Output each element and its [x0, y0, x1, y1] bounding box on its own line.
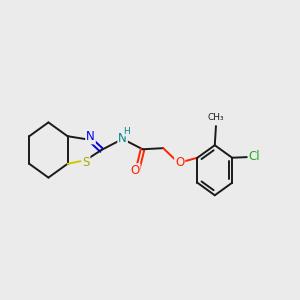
Text: CH₃: CH₃ — [208, 113, 225, 122]
Text: O: O — [130, 164, 140, 177]
Text: N: N — [86, 130, 95, 143]
Text: O: O — [175, 156, 184, 170]
Text: S: S — [82, 156, 89, 169]
Text: Cl: Cl — [248, 150, 260, 163]
Text: H: H — [123, 127, 130, 136]
Text: N: N — [118, 133, 127, 146]
